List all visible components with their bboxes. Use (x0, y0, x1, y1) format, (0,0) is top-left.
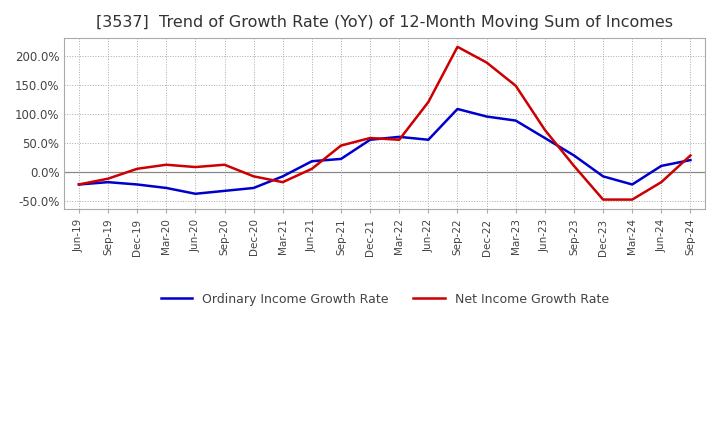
Ordinary Income Growth Rate (599, 174, 608, 179)
Net Income Growth Rate (249, 174, 258, 179)
Ordinary Income Growth Rate (511, 118, 520, 123)
Net Income Growth Rate (220, 162, 229, 167)
Ordinary Income Growth Rate (541, 136, 549, 141)
Net Income Growth Rate (657, 180, 666, 185)
Ordinary Income Growth Rate (570, 153, 578, 158)
Ordinary Income Growth Rate (104, 180, 112, 185)
Net Income Growth Rate (104, 176, 112, 181)
Ordinary Income Growth Rate (307, 158, 316, 164)
Ordinary Income Growth Rate (279, 174, 287, 179)
Ordinary Income Growth Rate (395, 134, 404, 139)
Net Income Growth Rate (162, 162, 171, 167)
Net Income Growth Rate (75, 182, 84, 187)
Net Income Growth Rate (279, 180, 287, 185)
Legend: Ordinary Income Growth Rate, Net Income Growth Rate: Ordinary Income Growth Rate, Net Income … (156, 288, 613, 311)
Net Income Growth Rate (570, 163, 578, 169)
Ordinary Income Growth Rate (657, 163, 666, 169)
Net Income Growth Rate (337, 143, 346, 148)
Ordinary Income Growth Rate (133, 182, 142, 187)
Ordinary Income Growth Rate (628, 182, 636, 187)
Ordinary Income Growth Rate (249, 185, 258, 191)
Ordinary Income Growth Rate (162, 185, 171, 191)
Ordinary Income Growth Rate (75, 182, 84, 187)
Net Income Growth Rate (424, 99, 433, 105)
Net Income Growth Rate (511, 83, 520, 88)
Line: Net Income Growth Rate: Net Income Growth Rate (79, 47, 690, 200)
Net Income Growth Rate (133, 166, 142, 172)
Net Income Growth Rate (395, 137, 404, 143)
Net Income Growth Rate (191, 165, 199, 170)
Net Income Growth Rate (453, 44, 462, 49)
Ordinary Income Growth Rate (191, 191, 199, 196)
Ordinary Income Growth Rate (482, 114, 491, 119)
Ordinary Income Growth Rate (366, 137, 374, 143)
Net Income Growth Rate (628, 197, 636, 202)
Ordinary Income Growth Rate (453, 106, 462, 112)
Line: Ordinary Income Growth Rate: Ordinary Income Growth Rate (79, 109, 690, 194)
Ordinary Income Growth Rate (686, 158, 695, 163)
Title: [3537]  Trend of Growth Rate (YoY) of 12-Month Moving Sum of Incomes: [3537] Trend of Growth Rate (YoY) of 12-… (96, 15, 673, 30)
Net Income Growth Rate (366, 136, 374, 141)
Net Income Growth Rate (686, 153, 695, 158)
Net Income Growth Rate (599, 197, 608, 202)
Ordinary Income Growth Rate (424, 137, 433, 143)
Ordinary Income Growth Rate (220, 188, 229, 194)
Net Income Growth Rate (541, 127, 549, 132)
Net Income Growth Rate (307, 166, 316, 172)
Ordinary Income Growth Rate (337, 156, 346, 161)
Net Income Growth Rate (482, 60, 491, 65)
